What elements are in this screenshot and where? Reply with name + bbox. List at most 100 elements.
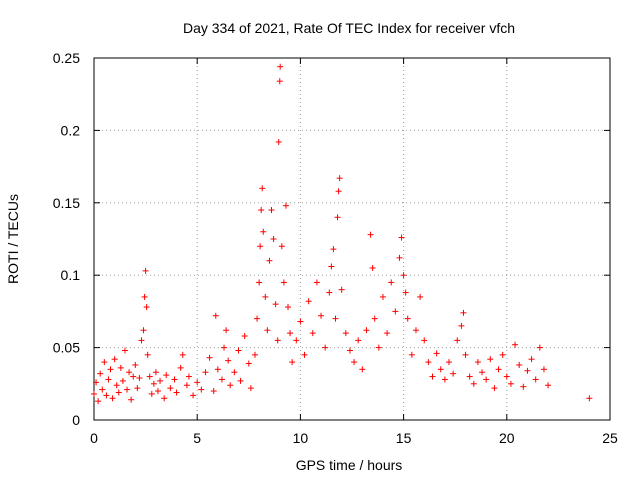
data-point [285,304,292,311]
data-point [275,138,282,145]
data-point [237,377,244,384]
data-point [163,372,170,379]
data-point [274,337,281,344]
data-point [157,377,164,384]
data-point [446,359,453,366]
data-point [262,293,269,300]
data-point [305,298,312,305]
y-tick-labels: 0 0.05 0.1 0.15 0.2 0.25 [53,50,80,428]
data-point [93,379,100,386]
data-point [251,351,258,358]
data-point [495,366,502,373]
data-point [268,207,275,214]
data-point [437,366,444,373]
data-point [388,279,395,286]
data-point [214,366,221,373]
data-point [154,388,161,395]
data-point [458,322,465,329]
data-point [412,327,419,334]
data-point [540,366,547,373]
data-point [148,390,155,397]
data-point [128,396,135,403]
data-point [134,385,141,392]
data-point [260,228,267,235]
data-point [111,356,118,363]
data-point [326,289,333,296]
data-point [245,360,252,367]
data-point [278,243,285,250]
data-point [379,293,386,300]
x-axis-label: GPS time / hours [296,457,403,473]
data-point [210,388,217,395]
data-point [179,351,186,358]
data-point [586,395,593,402]
data-point [516,361,523,368]
data-point [384,330,391,337]
data-point [499,351,506,358]
data-point [336,175,343,182]
data-point [335,188,342,195]
data-point [103,392,110,399]
data-point [507,380,514,387]
data-point [272,301,279,308]
data-point [332,315,339,322]
data-point [309,330,316,337]
data-point [152,369,159,376]
data-point [277,63,284,70]
data-point [342,330,349,337]
y-tick-label: 0 [72,412,80,428]
data-point [161,395,168,402]
x-tick-label: 25 [602,430,618,446]
data-point [241,333,248,340]
data-point [402,289,409,296]
data-point [520,383,527,390]
data-point [536,344,543,351]
data-point [313,279,320,286]
data-point [95,398,102,405]
data-point [462,351,469,358]
data-point [109,395,116,402]
data-point [429,373,436,380]
data-point [270,236,277,242]
chart-title: Day 334 of 2021, Rate Of TEC Index for r… [183,20,515,36]
data-point [334,214,341,221]
x-tick-label: 0 [90,430,98,446]
data-point [121,347,128,354]
data-point [235,347,242,354]
data-point [130,373,137,380]
data-point [206,354,213,361]
data-point [124,386,131,393]
data-point [367,231,374,238]
x-tick-label: 15 [396,430,412,446]
data-point [328,263,335,270]
x-tick-labels: 0 5 10 15 20 25 [90,430,618,446]
data-point [470,380,477,387]
data-point [460,309,467,316]
y-tick-label: 0.15 [53,195,80,211]
data-point [266,257,273,264]
data-point [212,312,219,319]
data-point [318,312,325,319]
data-point [487,356,494,363]
data-point [183,382,190,389]
data-point [113,382,120,389]
y-tick-label: 0.1 [61,267,81,283]
data-point [221,344,228,351]
data-point [223,327,230,334]
data-point [491,385,498,392]
data-point [231,369,238,376]
y-tick-label: 0.2 [61,122,81,138]
data-point [190,392,197,399]
data-point [351,359,358,366]
data-points [91,63,593,405]
data-point [171,376,178,383]
data-point [338,286,345,293]
data-point [287,330,294,337]
data-point [346,347,353,354]
data-point [524,367,531,374]
data-point [136,375,143,382]
data-point [359,366,366,373]
data-point [97,370,104,377]
data-point [140,327,147,334]
